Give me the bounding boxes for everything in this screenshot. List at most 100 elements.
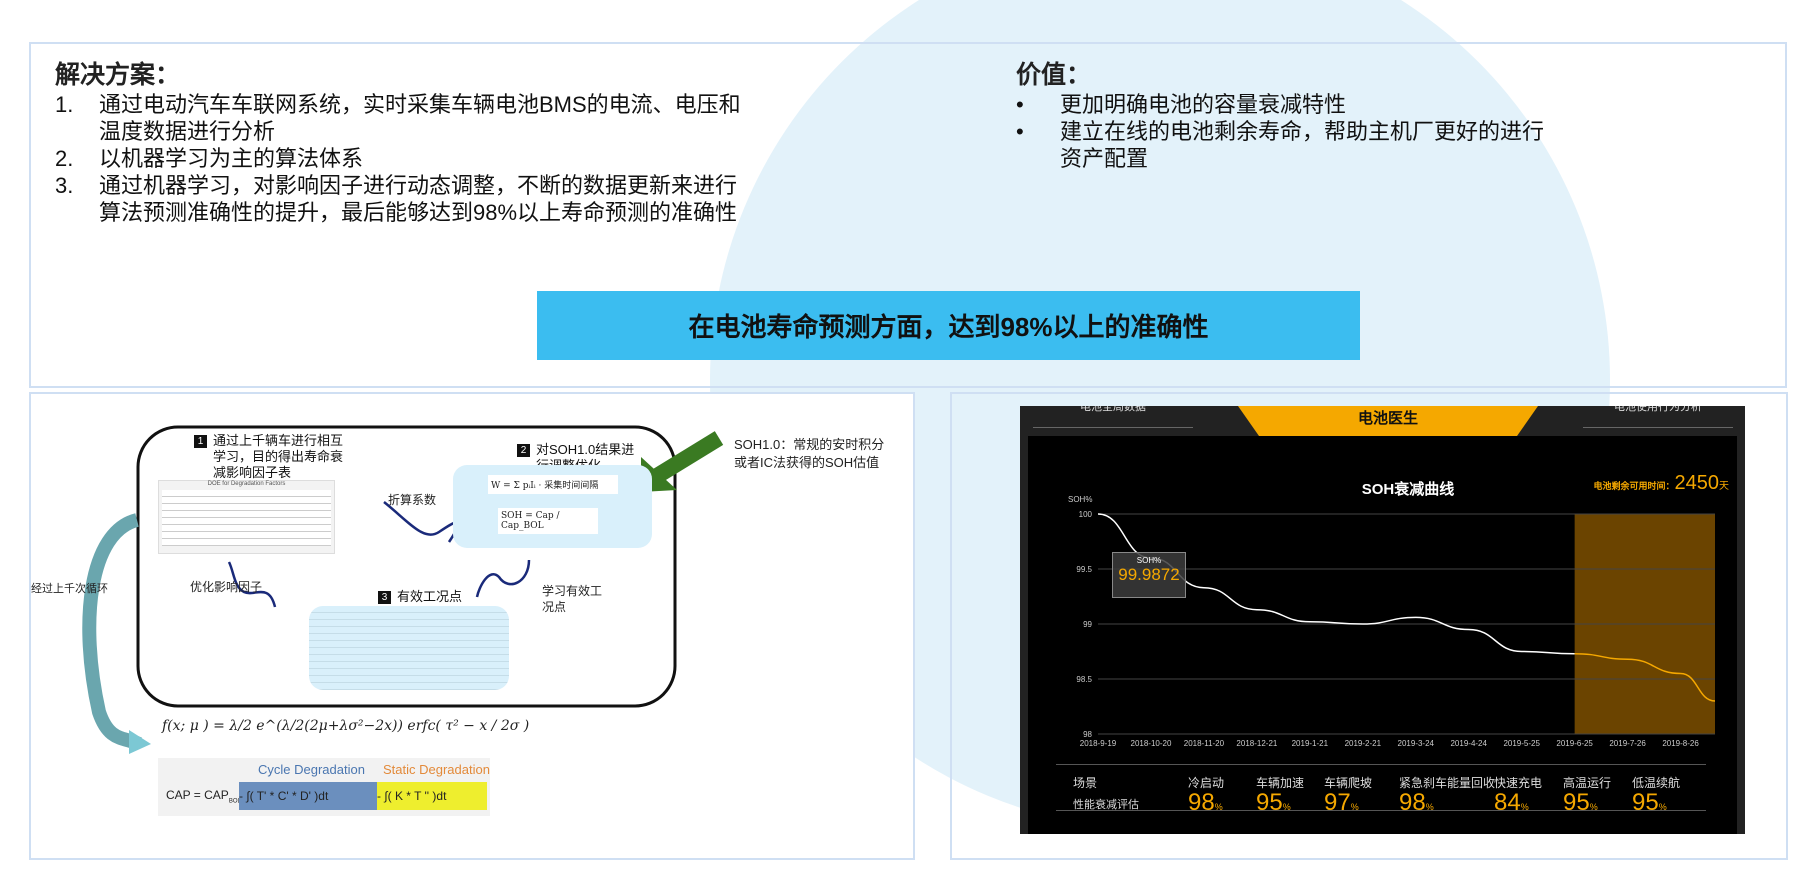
learn-line: 学习有效工 (542, 584, 603, 598)
list-item: • 更加明确电池的容量衰减特性 (1016, 91, 1716, 118)
optimize-arrow (227, 561, 277, 608)
scene-value: 95% (1563, 789, 1598, 817)
step1-line: 通过上千辆车进行相互 (213, 433, 344, 448)
scene-value: 98% (1399, 789, 1434, 817)
step1-label: 1 通过上千辆车进行相互 学习，目的得出寿命衰 减影响因子表 (194, 433, 343, 481)
note-line: 或者IC法获得的SOH估值 (734, 455, 880, 470)
x-tick-label: 2018-11-20 (1184, 739, 1225, 748)
diagram-arrows (82, 425, 724, 754)
y-axis-label: SOH% (1068, 495, 1092, 504)
remaining-label: 电池剩余可用时间： (1593, 481, 1675, 491)
scene-name: 高温运行 (1563, 776, 1612, 790)
learn-arrow (475, 559, 531, 598)
conversion-coefficient-label: 折算系数 (388, 493, 437, 507)
scene-value-number: 98 (1188, 789, 1215, 816)
list-line: 算法预测准确性的提升，最后能够达到98%以上寿命预测的准确性 (99, 200, 738, 225)
battery-doctor-dashboard: 电池全局数据 电池医生 电池使用行为分析 SOH衰减曲线 电池剩余可用时间：24… (1020, 406, 1745, 834)
scene-value-unit: % (1214, 802, 1223, 812)
scene-value-unit: % (1282, 802, 1291, 812)
accuracy-banner: 在电池寿命预测方面，达到98%以上的准确性 (537, 291, 1360, 360)
scene-value-unit: % (1350, 802, 1359, 812)
scene-value-number: 95 (1632, 789, 1659, 816)
optimize-factor-label: 优化影响因子 (190, 580, 263, 594)
tooltip-value: 99.9872 (1118, 565, 1180, 584)
step3-number: 3 (378, 591, 391, 604)
list-line: 通过机器学习，对影响因子进行动态调整，不断的数据更新来进行 (99, 173, 738, 198)
loop-arrowhead (129, 730, 151, 754)
cycle-expression: - ∫( T' * C' * D' )dt (239, 782, 377, 810)
dashboard-panel (950, 392, 1788, 860)
step1-number: 1 (194, 435, 207, 448)
soh-formula: SOH = Cap / Cap_BOL (498, 508, 598, 534)
note-line: SOH1.0：常规的安时积分 (734, 437, 885, 452)
x-tick-label: 2018-12-21 (1236, 739, 1277, 748)
distribution-formula: f(x; μ ) = λ/2 e^(λ/2(2μ+λσ²−2x)) erfc( … (162, 718, 530, 734)
list-marker: 2. (55, 146, 74, 171)
x-tick-label: 2019-6-25 (1556, 739, 1593, 748)
tab-usage-analysis[interactable]: 电池使用行为分析 (1583, 406, 1733, 428)
note-arrow (652, 431, 724, 483)
list-line: 通过电动汽车车联网系统，实时采集车辆电池BMS的电流、电压和 (99, 92, 741, 117)
loop-arrow (82, 513, 142, 751)
list-line: 温度数据进行分析 (99, 119, 276, 144)
x-tick-label: 2019-4-24 (1450, 739, 1487, 748)
scene-value-number: 97 (1324, 789, 1351, 816)
step3-label: 3 有效工况点 (378, 589, 462, 605)
list-line: 以机器学习为主的算法体系 (99, 146, 364, 171)
step2-number: 2 (517, 444, 530, 457)
scene-divider (1056, 764, 1706, 765)
soh-forecast-line (1574, 652, 1716, 702)
solution-list: 1. 通过电动汽车车联网系统，实时采集车辆电池BMS的电流、电压和 温度数据进行分析… (55, 91, 955, 226)
weight-formula: W = Σ pᵢIᵢ · 采集时间间隔 (488, 475, 618, 494)
capacity-formula-box: Cycle Degradation Static Degradation CAP… (158, 758, 490, 816)
degradation-table-image: DOE for Degradation Factors (158, 480, 335, 554)
y-tick-label: 99.5 (1076, 565, 1092, 574)
tab-global-data[interactable]: 电池全局数据 (1033, 406, 1193, 428)
remaining-value: 2450 (1674, 472, 1720, 494)
cap-prefix: CAP = CAP (166, 788, 229, 802)
soh-tooltip: SOH% 99.9872 (1112, 552, 1186, 598)
table-grid (162, 490, 331, 546)
solution-section: 解决方案： 1. 通过电动汽车车联网系统，实时采集车辆电池BMS的电流、电压和 温度… (55, 55, 955, 226)
scene-name: 紧急刹车能量回收 (1399, 776, 1496, 790)
scene-name: 车辆加速 (1256, 776, 1305, 790)
x-tick-label: 2019-7-26 (1609, 739, 1646, 748)
scene-value-number: 95 (1563, 789, 1590, 816)
eval-header: 性能衰减评估 (1073, 799, 1139, 811)
loop-frame (136, 425, 677, 708)
loop-label: 经过上千次循环 (31, 583, 108, 595)
remaining-unit: 天 (1719, 481, 1729, 492)
y-tick-label: 100 (1079, 510, 1093, 519)
scene-value-number: 98 (1399, 789, 1426, 816)
list-line: 更加明确电池的容量衰减特性 (1060, 92, 1347, 117)
x-tick-label: 2019-5-25 (1503, 739, 1540, 748)
convert-arrow (383, 501, 460, 543)
list-marker: 1. (55, 92, 74, 117)
scene-value-number: 84 (1494, 789, 1521, 816)
scene-name: 低温续航 (1632, 776, 1681, 790)
list-item: 2. 以机器学习为主的算法体系 (55, 145, 955, 172)
y-tick-label: 99 (1083, 620, 1092, 629)
remaining-time: 电池剩余可用时间：2450天 (1593, 472, 1729, 495)
step1-line: 减影响因子表 (213, 465, 292, 480)
scene-value: 84% (1494, 789, 1529, 817)
scene-name: 冷启动 (1188, 776, 1225, 790)
chart-title: SOH衰减曲线 (1361, 481, 1455, 498)
x-tick-label: 2019-8-26 (1662, 739, 1699, 748)
scene-value: 95% (1632, 789, 1667, 817)
y-tick-label: 98.5 (1076, 675, 1092, 684)
scene-value: 97% (1324, 789, 1359, 817)
value-section: 价值： • 更加明确电池的容量衰减特性 • 建立在线的电池剩余寿命，帮助主机厂更好的进… (1016, 55, 1716, 172)
list-line: 建立在线的电池剩余寿命，帮助主机厂更好的进行 (1060, 119, 1545, 144)
static-expression: - ∫( K * T '' )dt (377, 782, 487, 810)
table-title: DOE for Degradation Factors (207, 481, 286, 487)
summary-panel (29, 42, 1787, 388)
scene-name: 车辆爬坡 (1324, 776, 1373, 790)
list-item: 1. 通过电动汽车车联网系统，实时采集车辆电池BMS的电流、电压和 温度数据进行分析 (55, 91, 955, 145)
list-marker: 3. (55, 173, 74, 198)
scene-value: 95% (1256, 789, 1291, 817)
value-title: 价值： (1016, 61, 1092, 89)
tab-battery-doctor[interactable]: 电池医生 (1238, 406, 1538, 436)
scene-value-unit: % (1589, 802, 1598, 812)
tooltip-label: SOH% (1136, 556, 1162, 565)
